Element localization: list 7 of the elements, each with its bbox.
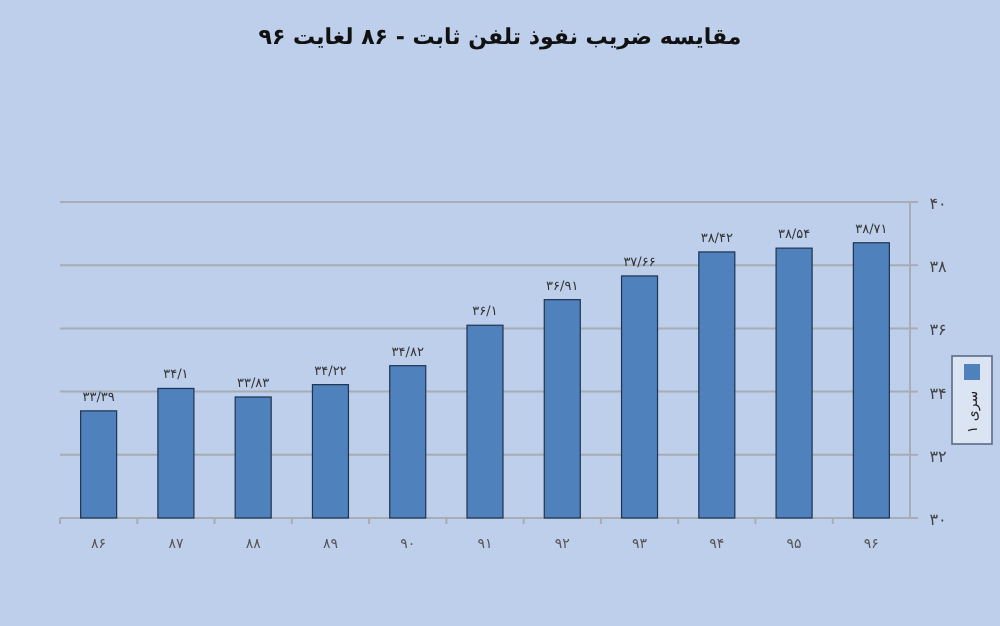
y-tick-label: ۳۰ (929, 511, 947, 529)
chart-title: مقایسه ضریب نفوذ تلفن ثابت - ۸۶ لغایت ۹۶ (258, 24, 742, 50)
y-tick-label: ۴۰ (929, 195, 947, 213)
y-tick-label: ۳۴ (929, 384, 947, 403)
y-tick-label: ۳۸ (929, 258, 948, 277)
y-tick-label: ۳۶ (929, 321, 947, 340)
y-tick-label: ۳۲ (929, 447, 947, 466)
